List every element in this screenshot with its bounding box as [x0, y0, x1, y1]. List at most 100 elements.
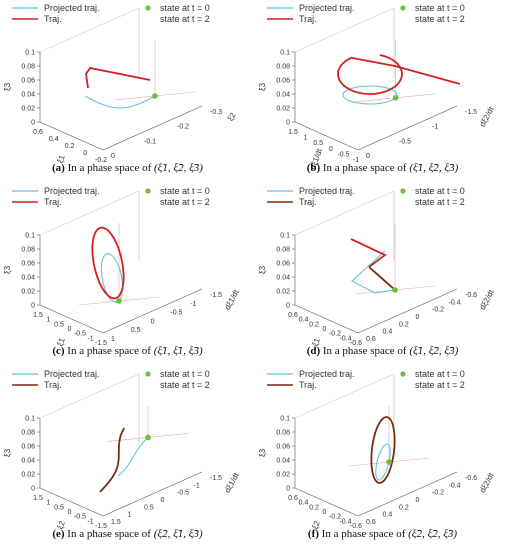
x-tick-label: 0.4 [299, 500, 309, 507]
caption-f: (f) In a phase space of (ξ̃2, ξ̃̇2, ξ̃3) [255, 528, 510, 540]
x-axis-label: ξ2 [311, 519, 322, 530]
z-tick-label: 0.1 [280, 233, 290, 240]
y-tick-label: 0 [151, 318, 155, 325]
y-axis-line [357, 471, 458, 517]
axes-box [39, 7, 203, 151]
panel-c: Projected traj.Traj. state at t = 0state … [3, 186, 241, 347]
y-tick-label: 0 [161, 497, 165, 504]
axes-box [39, 373, 203, 517]
caption-vars: (ξ̃1, ξ̃2, ξ̃3) [154, 162, 203, 174]
z-tick-label: 0.08 [276, 64, 290, 71]
legend-state2-label: state at t = 2 [415, 380, 465, 390]
z-tick-label: 0 [286, 120, 290, 127]
legend-state2-label: state at t = 2 [160, 380, 210, 390]
caption-e: (e) In a phase space of (ξ̃2, ξ̃̇1, ξ̃3) [0, 528, 255, 540]
y-tick-label: 0 [111, 153, 115, 160]
caption-tag: (f) [307, 528, 319, 540]
z-tick-label: 0 [31, 303, 35, 310]
state-t0-marker [116, 298, 122, 304]
x-tick-label: 0.4 [299, 317, 309, 324]
x-tick-label: 0.5 [54, 504, 64, 511]
z-axis-label: ξ3 [258, 448, 267, 457]
legend-state0-label: state at t = 0 [415, 369, 465, 379]
legend-state0-label: state at t = 0 [160, 186, 210, 196]
panel-a: Projected traj.Traj. state at t = 0state … [3, 3, 238, 164]
y-axis-line [357, 288, 458, 334]
z-axis-label: ξ3 [258, 82, 267, 91]
back-top-edge [39, 7, 140, 53]
state-t0-marker [145, 434, 151, 441]
axes-box [39, 190, 203, 334]
y-axis-label: dξ2/dt [478, 105, 496, 129]
caption-vars: (ξ̃2, ξ̃̇1, ξ̃3) [153, 528, 203, 540]
caption-text: In a phase space of [64, 345, 154, 357]
z-tick-label: 0 [286, 303, 290, 310]
z-tick-label: 0.1 [280, 50, 290, 57]
y-axis-label: dξ1/dt [223, 471, 241, 495]
legend-projected-label: Projected traj. [299, 369, 355, 379]
y-tick-label: 1 [111, 336, 115, 343]
x-axis-line [294, 121, 359, 151]
x-tick-label: -0.5 [337, 151, 349, 158]
back-top-edge [294, 7, 395, 53]
y-tick-label: -0.4 [449, 299, 461, 306]
y-tick-label: -0.2 [177, 124, 189, 131]
z-tick-label: 0 [31, 120, 35, 127]
caption-tag: (a) [52, 162, 65, 174]
legend-projected-label: Projected traj. [44, 3, 100, 13]
x-tick-label: 0.6 [288, 495, 298, 502]
y-axis-label: dξ2/dt [478, 471, 496, 495]
x-tick-label: -1 [87, 335, 93, 342]
y-tick-label: 0.5 [131, 327, 141, 334]
z-tick-label: 0.06 [21, 78, 35, 85]
caption-vars: (ξ̃̇1, ξ̃2, ξ̃3) [409, 162, 459, 174]
x-tick-label: 0 [329, 146, 333, 153]
x-tick-label: 0 [323, 326, 327, 333]
y-tick-label: -0.6 [465, 475, 477, 482]
trajectory-line [337, 54, 461, 95]
z-tick-label: 0.06 [21, 444, 35, 451]
back-top-edge [39, 373, 140, 419]
legend-state0-label: state at t = 0 [160, 3, 210, 13]
y-tick-label: -1 [432, 124, 438, 131]
projected-trajectory-line [351, 250, 396, 294]
x-tick-label: 0.2 [65, 143, 75, 150]
y-tick-label: 0.2 [399, 504, 409, 511]
y-tick-label: 0.6 [366, 519, 376, 526]
projected-trajectory-line [375, 443, 391, 481]
y-tick-label: -0.1 [144, 138, 156, 145]
y-tick-label: -0.5 [399, 138, 411, 145]
x-axis-line [294, 487, 359, 517]
caption-text: In a phase space of [320, 162, 410, 174]
back-top-edge [294, 190, 395, 236]
legend-state0-marker [400, 188, 406, 194]
panel-f: Projected traj.Traj. state at t = 0state … [258, 369, 496, 530]
caption-tag: (e) [52, 528, 65, 540]
y-axis-label: ξ2 [226, 111, 238, 123]
y-axis-line [102, 288, 203, 334]
z-tick-label: 0.08 [21, 64, 35, 71]
legend-state2-label: state at t = 2 [415, 197, 465, 207]
z-tick-label: 0.1 [25, 233, 35, 240]
x-tick-label: -0.5 [74, 514, 86, 521]
caption-text: In a phase space of [318, 528, 409, 540]
x-tick-label: 1.5 [288, 129, 298, 136]
x-tick-label: 0.2 [309, 321, 319, 328]
x-tick-label: 0.2 [309, 504, 319, 511]
y-axis-line [357, 105, 458, 151]
y-tick-label: -0.2 [432, 307, 444, 314]
y-axis-line [102, 471, 203, 517]
caption-d: (d) In a phase space of (ξ̃1, ξ̃̇2, ξ̃3) [255, 345, 510, 357]
y-tick-label: 1.5 [111, 519, 121, 526]
panel-e: Projected traj.Traj. state at t = 0state … [3, 369, 241, 530]
trajectory-line-upper [350, 238, 387, 268]
x-tick-label: -1 [87, 518, 93, 525]
y-tick-label: 0.5 [144, 504, 154, 511]
z-tick-label: 0.08 [21, 430, 35, 437]
y-axis-line [102, 105, 203, 151]
x-axis-label: ξ1 [56, 153, 67, 164]
projected-trajectory-line [84, 95, 156, 109]
z-axis-label: ξ3 [3, 448, 12, 457]
legend: Projected traj.Traj. state at t = 0state … [12, 369, 210, 390]
state-t0-marker [392, 94, 399, 101]
